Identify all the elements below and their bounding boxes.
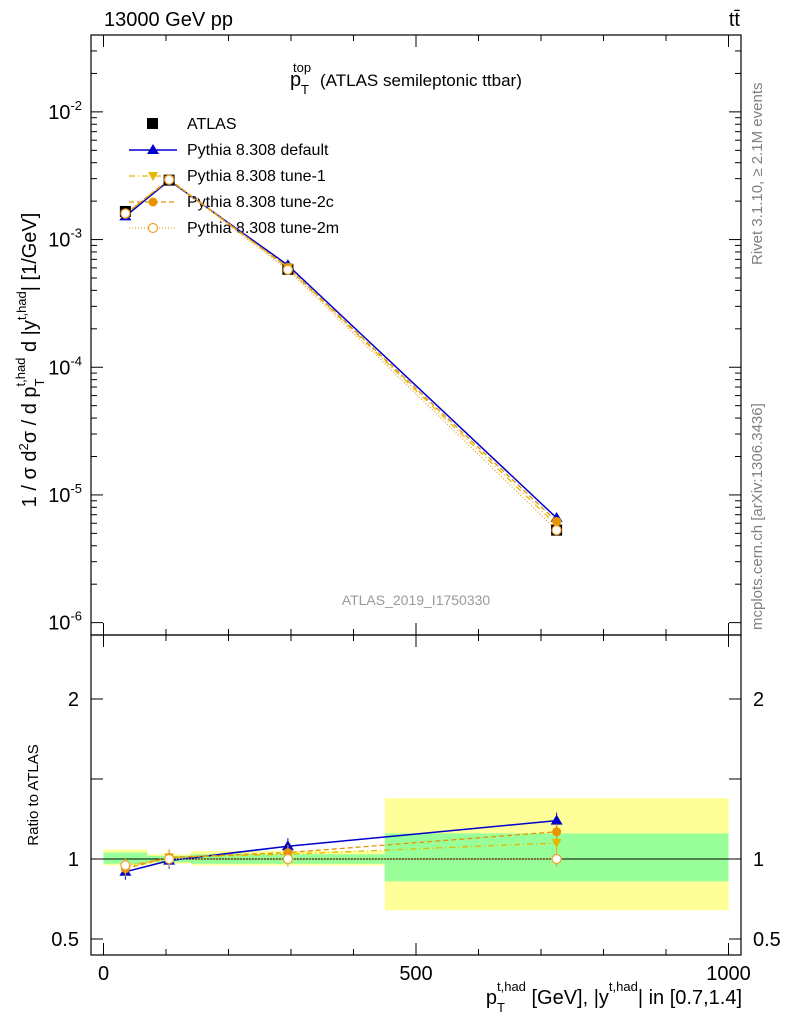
analysis-tag: ATLAS_2019_I1750330 — [342, 592, 491, 608]
svg-text:p: p — [290, 69, 301, 91]
xlabel-part-2: t,had — [497, 979, 526, 994]
mc-point-ratio — [550, 814, 563, 825]
ratio-tick-label-right: 0.5 — [753, 929, 781, 951]
process-label: tt̄ — [729, 9, 741, 31]
mc-point-ratio — [164, 853, 175, 865]
legend-marker-default — [147, 144, 159, 154]
ylabel-part-5: d |y — [19, 320, 41, 357]
ratio-y-label: Ratio to ATLAS — [25, 744, 42, 845]
mc-point-main-top — [164, 174, 175, 185]
legend-label-0: ATLAS — [187, 116, 237, 133]
y-tick-label: 10-5 — [48, 481, 82, 507]
ratio-tick-label-right: 2 — [753, 689, 764, 711]
x-tick-label: 500 — [399, 963, 432, 985]
x-tick-label: 1000 — [706, 963, 751, 985]
chart-marks: 0 500 1000 10-6 10-5 10-4 10-3 10-2 0.5 0.5 1 1 2 2 — [48, 34, 781, 985]
title-text: ATLAS semileptonic ttbar — [326, 71, 517, 90]
ratio-tick-label-left: 1 — [68, 849, 79, 871]
ylabel-part-2: σ / d p — [19, 386, 41, 443]
legend-marker-tune2m — [147, 222, 159, 234]
mc-point-main-top — [552, 516, 562, 526]
mc-point-ratio — [552, 827, 562, 837]
mc-point-main-top — [282, 264, 293, 275]
ylabel-part-7: | [1/GeV] — [19, 213, 41, 292]
source-label: mcplots.cern.ch [arXiv:1306.3436] — [749, 403, 766, 630]
ylabel-part-1: 2 — [16, 443, 31, 450]
mc-line-ratio — [125, 858, 557, 867]
mc-point-main-top — [551, 525, 562, 536]
legend: ATLAS Pythia 8.308 default Pythia 8.308 … — [129, 116, 339, 237]
plot-title: p T top (ATLAS semileptonic ttbar) — [290, 60, 522, 97]
xlabel-part-0: p — [486, 987, 497, 1009]
mc-point-ratio — [551, 853, 562, 865]
beam-label: 13000 GeV pp — [104, 9, 233, 31]
xlabel-part-1: T — [497, 1000, 505, 1015]
ylabel-part-3: T — [32, 378, 47, 386]
legend-label-2: Pythia 8.308 tune-1 — [187, 168, 326, 185]
x-axis-label: pTt,had [GeV], |yt,had| in [0.7,1.4] — [486, 979, 742, 1015]
mc-point-ratio — [551, 839, 562, 848]
legend-label-1: Pythia 8.308 default — [187, 142, 329, 159]
ylabel-part-4: t,had — [13, 358, 28, 387]
rivet-label: Rivet 3.1.10, ≥ 2.1M events — [749, 83, 766, 266]
title-text-group: (ATLAS semileptonic ttbar) — [320, 71, 522, 90]
y-tick-label: 10-3 — [48, 226, 82, 252]
title-var-base: p — [290, 69, 301, 91]
y-axis-label: 1 / σ d2σ / d pTt,had d |yt,had| [1/GeV] — [13, 213, 47, 508]
xlabel-part-3: [GeV], |y — [526, 987, 609, 1009]
y-tick-label: 10-6 — [48, 609, 82, 635]
y-tick-label: 10-4 — [48, 353, 82, 379]
ylabel-part-6: t,had — [14, 291, 29, 320]
ylabel-part-0: 1 / σ d — [19, 451, 41, 508]
legend-marker-atlas — [147, 118, 158, 129]
mc-point-ratio — [120, 860, 131, 871]
y-tick-label: 10-2 — [48, 98, 82, 124]
legend-marker-tune1 — [148, 172, 158, 181]
title-var-sup: top — [293, 60, 311, 75]
mc-point-ratio — [282, 853, 293, 865]
mc-line-ratio — [125, 819, 557, 873]
x-tick-label: 0 — [98, 963, 109, 985]
mc-line-ratio — [125, 842, 557, 868]
ratio-tick-label-right: 1 — [753, 849, 764, 871]
legend-label-4: Pythia 8.308 tune-2m — [187, 220, 339, 237]
xlabel-part-5: | in [0.7,1.4] — [638, 987, 742, 1009]
mc-point-main-top — [120, 208, 131, 219]
mc-line-ratio — [125, 831, 557, 870]
xlabel-part-4: t,had — [609, 979, 638, 994]
mc-line-main — [124, 178, 558, 531]
ratio-tick-label-left: 2 — [68, 689, 79, 711]
legend-marker-tune2c — [148, 197, 158, 207]
ratio-tick-label-left: 0.5 — [51, 929, 79, 951]
title-var-sub: T — [301, 82, 309, 97]
legend-label-3: Pythia 8.308 tune-2c — [187, 194, 334, 211]
